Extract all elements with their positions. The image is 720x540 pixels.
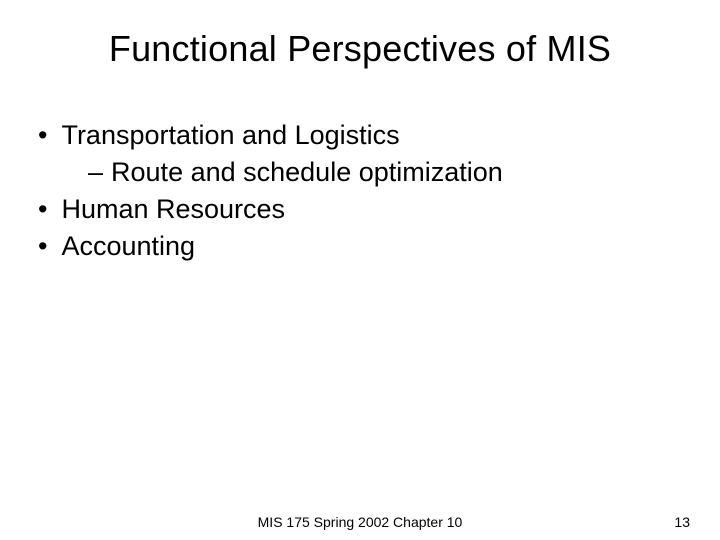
list-sub-item: Route and schedule optimization bbox=[88, 155, 720, 190]
page-number: 13 bbox=[674, 514, 690, 530]
list-item: Human Resources bbox=[38, 192, 720, 227]
slide-content: Transportation and Logistics Route and s… bbox=[0, 70, 720, 264]
list-item: Transportation and Logistics bbox=[38, 118, 720, 153]
slide-title: Functional Perspectives of MIS bbox=[0, 0, 720, 70]
bullet-text: Human Resources bbox=[61, 192, 285, 227]
bullet-text: Accounting bbox=[61, 229, 195, 264]
bullet-text: Route and schedule optimization bbox=[111, 155, 503, 190]
list-item: Accounting bbox=[38, 229, 720, 264]
footer-text: MIS 175 Spring 2002 Chapter 10 bbox=[0, 514, 720, 530]
bullet-list: Transportation and Logistics Route and s… bbox=[38, 118, 720, 264]
bullet-text: Transportation and Logistics bbox=[61, 118, 399, 153]
